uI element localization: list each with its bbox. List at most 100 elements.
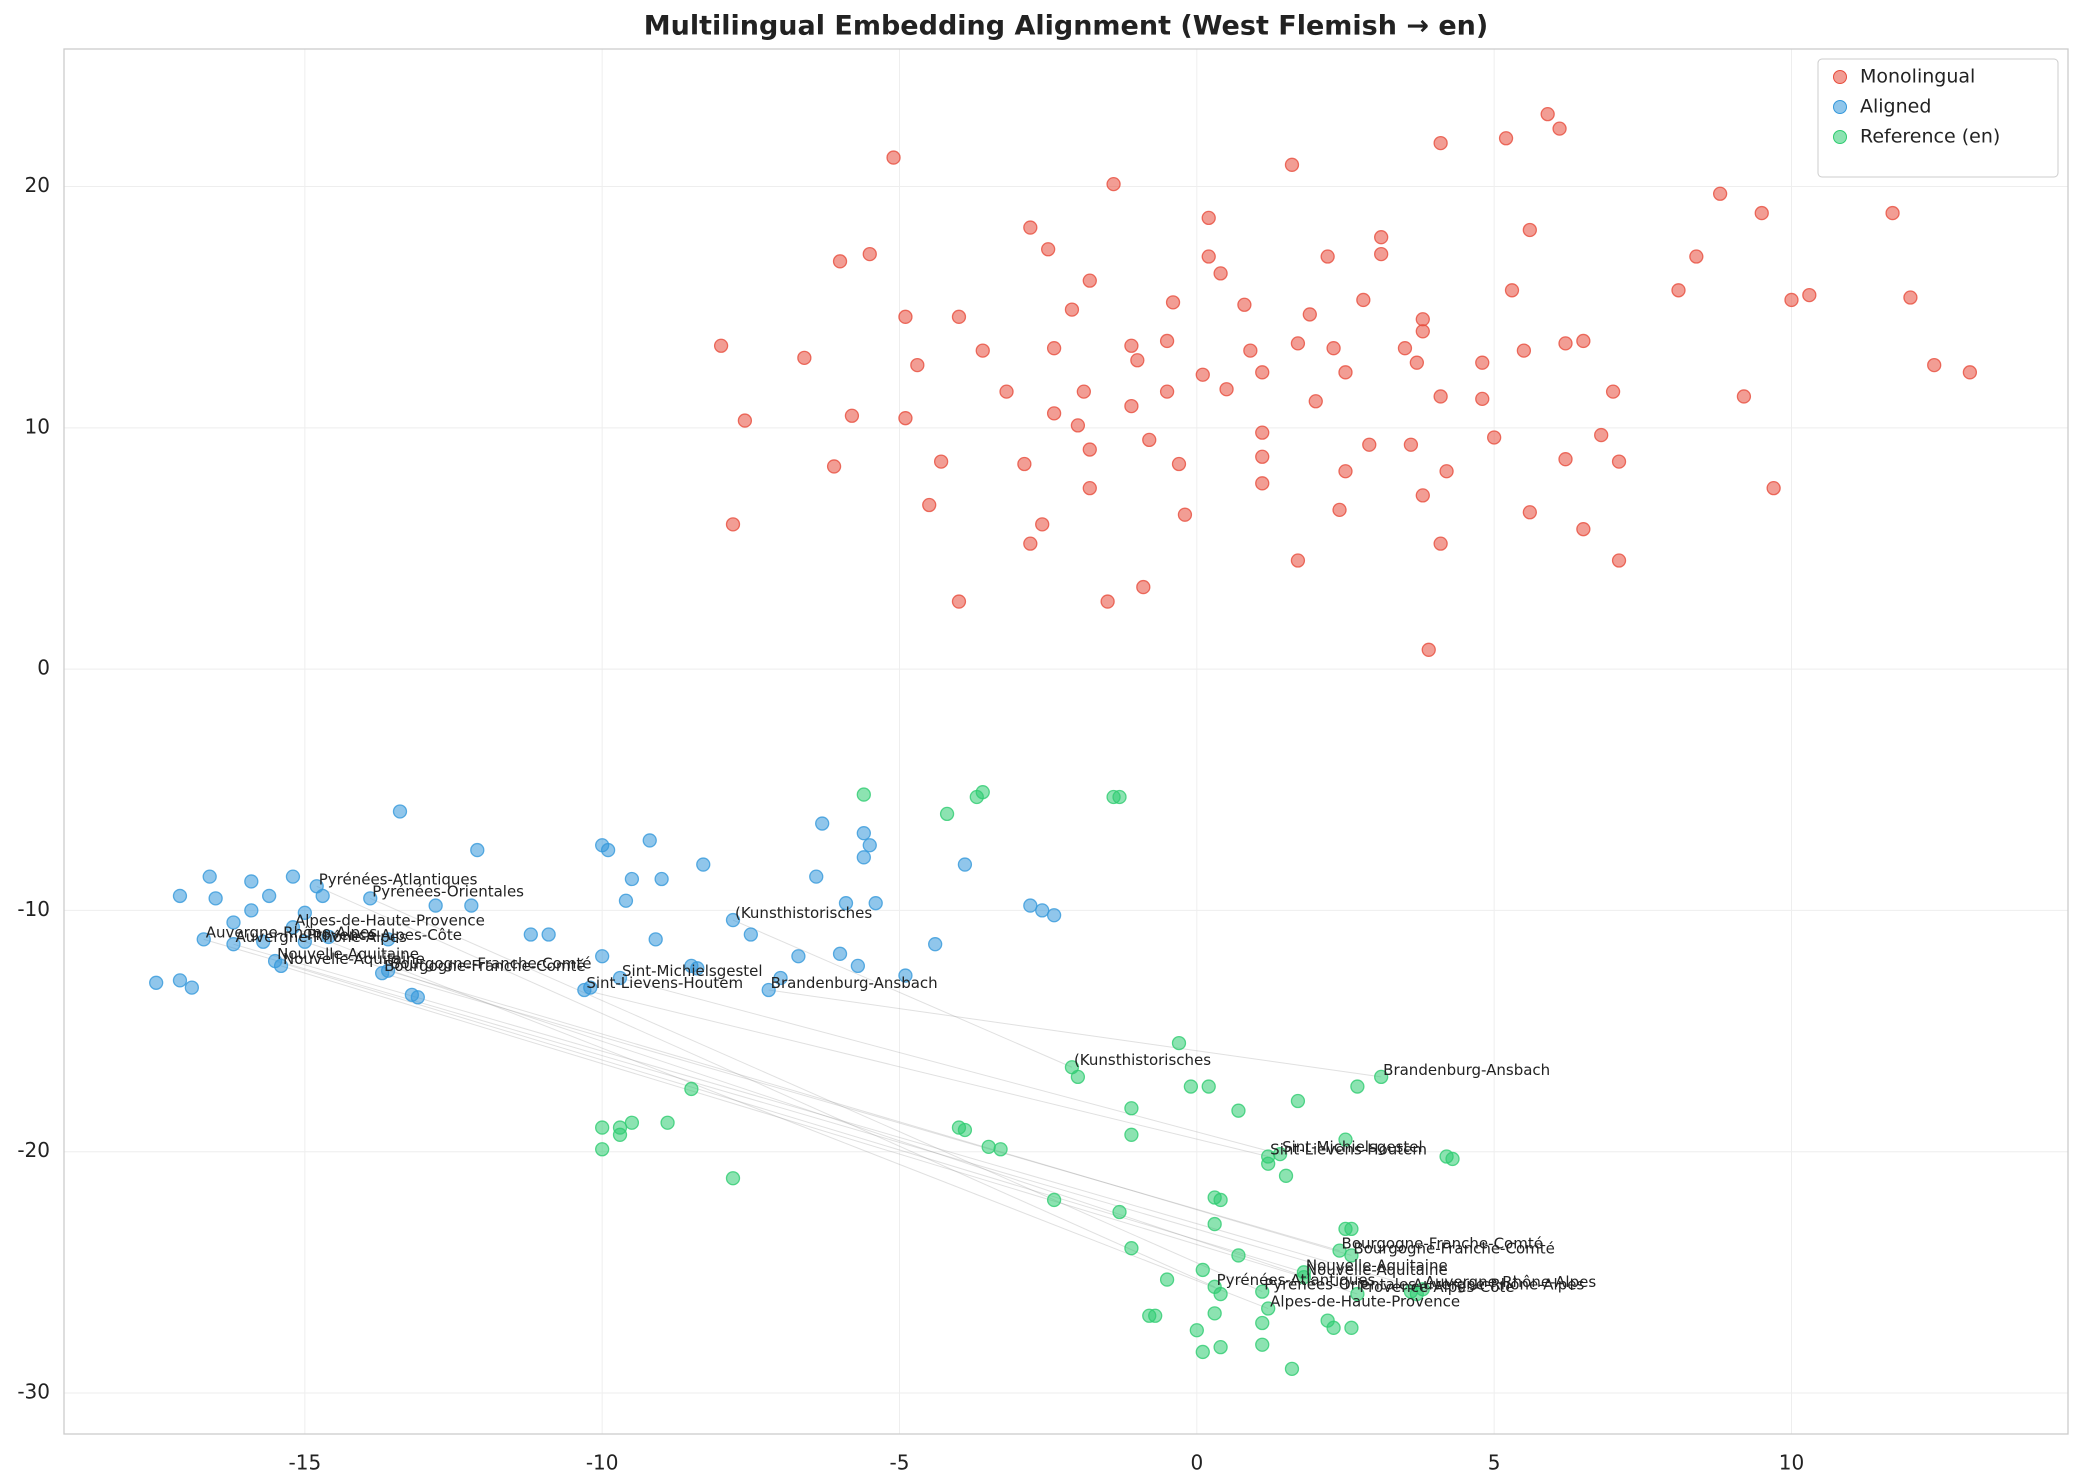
point (1290, 1093, 1306, 1109)
point-label: Bourgogne-Franche-Comté (1342, 1235, 1543, 1253)
legend-marker (1833, 130, 1847, 144)
point (380, 963, 396, 978)
alignment-line (274, 960, 1305, 1273)
legend-label: Monolingual (1860, 66, 1975, 88)
point (1540, 106, 1555, 122)
point (809, 869, 824, 884)
point (642, 833, 657, 848)
point (1124, 338, 1139, 353)
point (285, 920, 301, 935)
point (1195, 1262, 1210, 1278)
point (1784, 292, 1799, 308)
point (618, 893, 634, 908)
point (1082, 273, 1097, 288)
point (523, 927, 538, 942)
point (1272, 1146, 1288, 1162)
point (1159, 1272, 1175, 1287)
point (1201, 249, 1216, 264)
point (1332, 1243, 1347, 1258)
alignment-line (280, 965, 1305, 1278)
point (226, 915, 241, 930)
point (1046, 406, 1062, 421)
alignment-line (382, 972, 1340, 1252)
y-tick-label: 20 (25, 173, 50, 197)
point-label: Nouvelle-Aquitaine (1306, 1256, 1448, 1274)
legend-label: Aligned (1860, 96, 1931, 118)
point (363, 891, 378, 906)
point (1124, 1127, 1139, 1142)
alignment-line (619, 977, 1281, 1155)
point (1201, 210, 1216, 226)
point (1035, 517, 1050, 532)
point (1558, 336, 1573, 351)
point (957, 1122, 973, 1138)
point-label: Bourgogne-Franche-Comté (1353, 1239, 1554, 1257)
point (1415, 1282, 1430, 1297)
point (1207, 1306, 1222, 1321)
point (1255, 1315, 1270, 1331)
point (1213, 1286, 1228, 1302)
point (244, 874, 259, 889)
alignment-line (233, 943, 1423, 1290)
point (1284, 157, 1300, 172)
point (684, 1081, 699, 1097)
legend-label: Reference (en) (1860, 126, 2000, 148)
alignment-line (584, 989, 1269, 1158)
point-label: Auvergne-Rhône-Alpes (1425, 1273, 1597, 1291)
point-label: Brandenburg-Ansbach (771, 974, 938, 992)
point (1522, 505, 1537, 520)
alignment-line (370, 897, 1263, 1293)
point (1962, 365, 1978, 380)
point (1231, 1248, 1246, 1263)
point (1338, 1132, 1353, 1147)
point (1112, 1204, 1127, 1220)
point (1296, 1270, 1312, 1285)
point (1046, 341, 1062, 356)
point (1344, 1320, 1359, 1335)
point (1903, 290, 1918, 305)
point (660, 1115, 675, 1130)
point (149, 975, 164, 990)
point (975, 343, 990, 358)
point (886, 150, 901, 165)
point (737, 413, 753, 428)
point (993, 1142, 1008, 1157)
point (1433, 135, 1448, 151)
alignment-line (292, 926, 1269, 1309)
point (1284, 1361, 1300, 1377)
point-label: Sint-Michielsgestel (622, 962, 763, 980)
point (898, 411, 913, 426)
point (1219, 382, 1234, 397)
point (1255, 425, 1270, 440)
point (1159, 384, 1175, 399)
point (1231, 1103, 1246, 1118)
point-label: Sint-Michielsgestel (1282, 1138, 1423, 1156)
point (1290, 336, 1306, 351)
series (149, 804, 1062, 1005)
point (933, 454, 949, 469)
point (1689, 249, 1704, 264)
point-label: Alpes-de-Haute-Provence (295, 911, 485, 929)
point (868, 896, 883, 911)
point (380, 932, 396, 947)
point (725, 517, 741, 532)
point (1498, 131, 1514, 146)
point (1397, 341, 1413, 356)
point (862, 246, 877, 262)
point-label: Sint-Lievens-Houtem (586, 974, 743, 992)
point (1439, 464, 1454, 479)
point (1023, 220, 1038, 235)
point (410, 990, 425, 1005)
point (898, 309, 913, 324)
point (1261, 1301, 1276, 1316)
point (1171, 456, 1187, 472)
point (1035, 903, 1050, 918)
legend-marker (1833, 100, 1847, 114)
point (624, 871, 640, 887)
point (1195, 367, 1210, 382)
point (595, 1142, 610, 1157)
point (1255, 1337, 1270, 1352)
point (1885, 205, 1900, 221)
point (1421, 642, 1436, 657)
